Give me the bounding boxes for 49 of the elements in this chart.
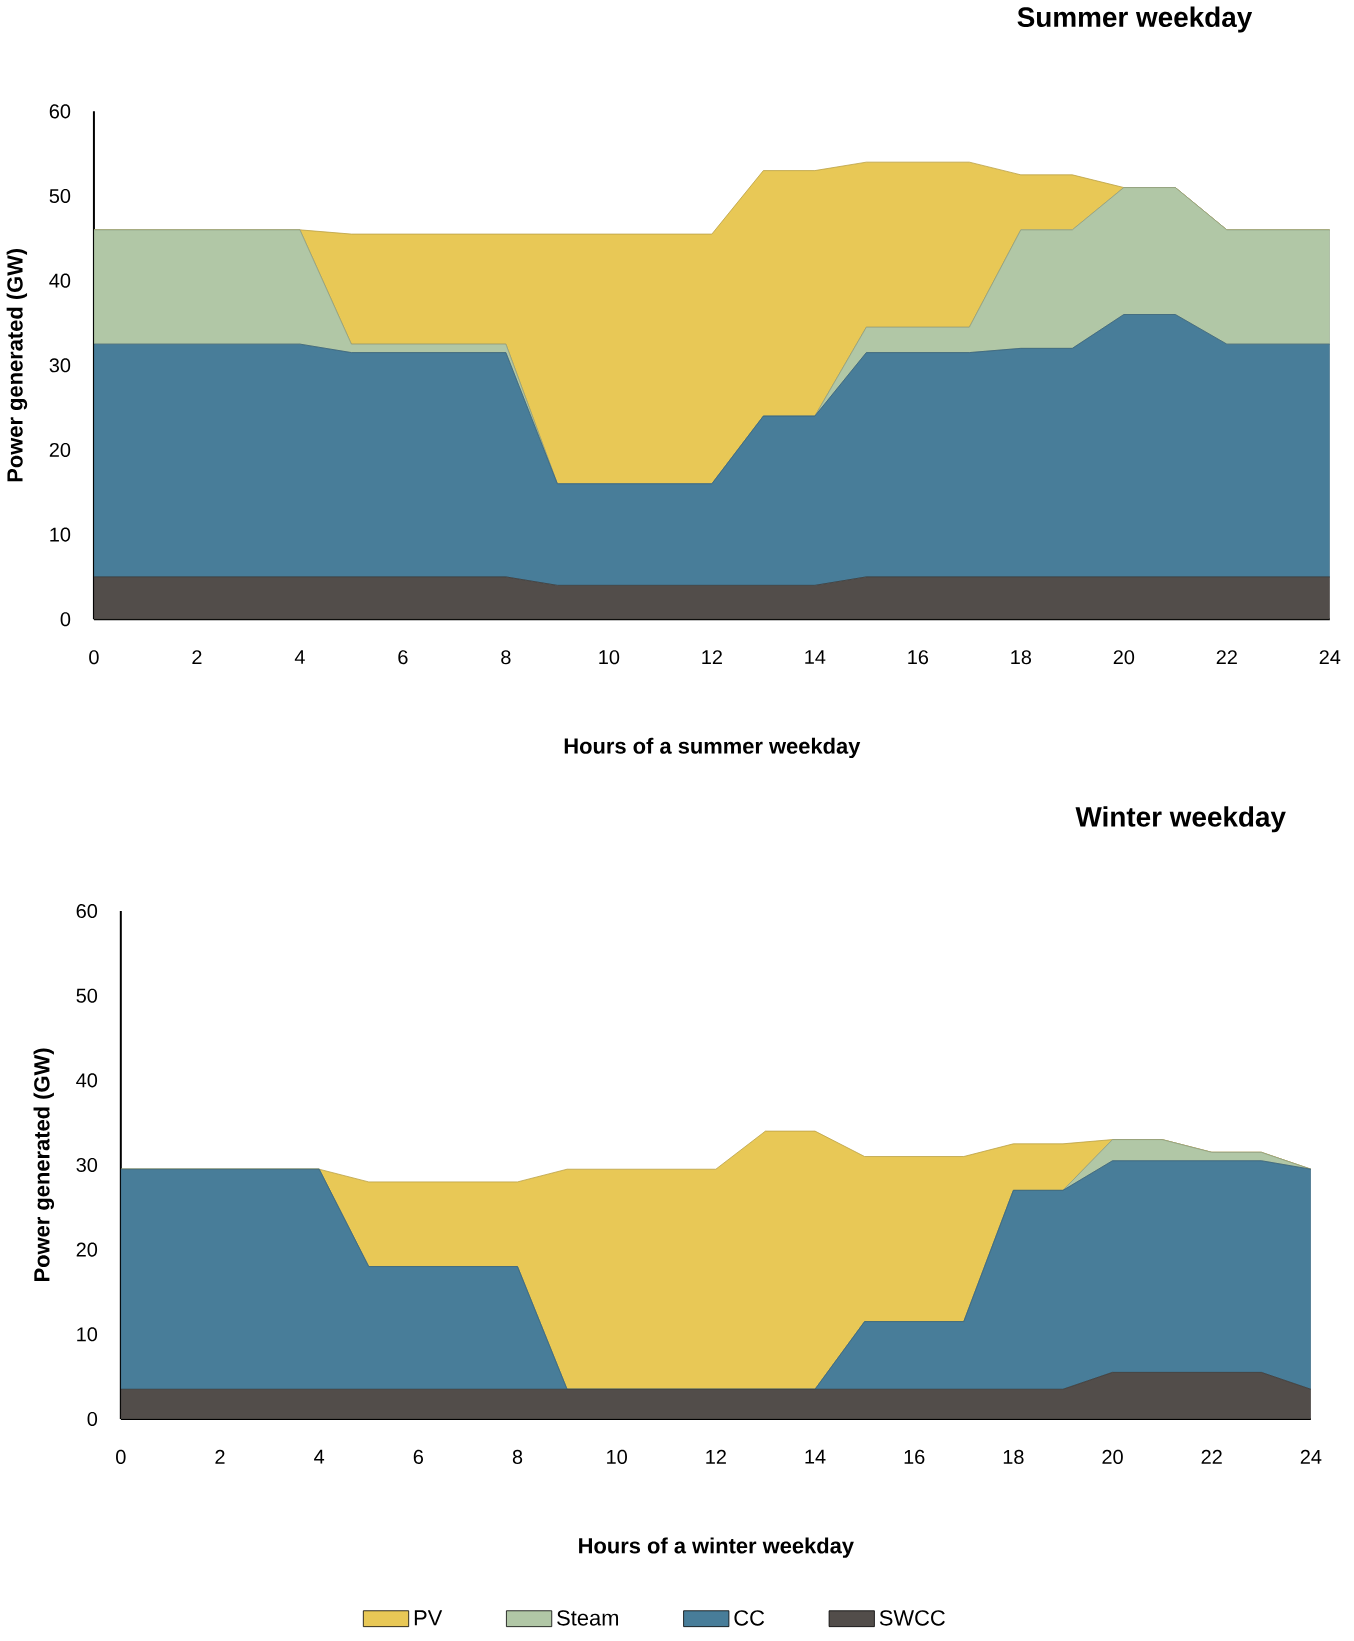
x-tick-label: 16 [904, 1449, 925, 1464]
x-axis-title: Hours of a winter weekday [579, 1537, 855, 1558]
x-tick-label: 6 [413, 1449, 424, 1464]
x-tick-label: 24 [1300, 1449, 1322, 1464]
x-tick-label: 10 [607, 1449, 628, 1464]
x-tick-label: 20 [1113, 650, 1135, 665]
x-tick-label: 10 [599, 650, 620, 665]
legend-label: CC [734, 1610, 765, 1626]
x-tick-label: 14 [805, 650, 826, 664]
y-tick-label: 30 [76, 1157, 98, 1173]
x-tick-label: 18 [1003, 1449, 1024, 1464]
y-tick-label: 20 [49, 442, 71, 457]
x-tick-label: 12 [706, 1449, 727, 1464]
legend-label: PV [415, 1610, 443, 1626]
x-tick-label: 16 [908, 650, 929, 665]
y-tick-label: 50 [49, 188, 71, 204]
x-tick-label: 2 [192, 650, 202, 665]
x-tick-label: 22 [1201, 1449, 1222, 1464]
y-tick-label: 60 [76, 904, 98, 919]
x-tick-label: 6 [398, 650, 408, 665]
y-tick-label: 60 [49, 104, 71, 119]
x-tick-label: 18 [1011, 650, 1032, 665]
y-axis-title: Power generated (GW) [6, 248, 28, 482]
x-tick-label: 22 [1216, 650, 1238, 665]
y-tick-label: 40 [76, 1073, 98, 1088]
x-tick-label: 8 [512, 1449, 523, 1464]
chart-title: Winter weekday [1075, 806, 1286, 833]
x-axis-title: Hours of a summer weekday [564, 737, 861, 759]
x-tick-label: 4 [294, 650, 306, 664]
x-tick-label: 0 [116, 1449, 126, 1464]
y-tick-label: 40 [49, 273, 71, 288]
x-tick-label: 12 [702, 650, 723, 665]
x-tick-label: 8 [501, 650, 511, 665]
x-tick-label: 24 [1319, 650, 1341, 665]
chart-title: Summer weekday [1017, 6, 1253, 33]
x-tick-label: 4 [314, 1449, 325, 1464]
legend-label: Steam [557, 1610, 619, 1626]
y-tick-label: 0 [87, 1411, 98, 1426]
y-axis-title: Power generated (GW) [33, 1048, 55, 1281]
x-tick-label: 14 [805, 1449, 826, 1464]
y-tick-label: 10 [77, 1327, 98, 1342]
y-tick-label: 20 [76, 1242, 98, 1257]
y-tick-label: 50 [76, 988, 98, 1003]
legend-label: SWCC [879, 1610, 946, 1626]
y-tick-label: 30 [49, 358, 71, 373]
x-tick-label: 20 [1102, 1449, 1123, 1464]
y-tick-label: 0 [60, 612, 71, 627]
x-tick-label: 2 [215, 1449, 225, 1464]
y-tick-label: 10 [50, 527, 71, 542]
